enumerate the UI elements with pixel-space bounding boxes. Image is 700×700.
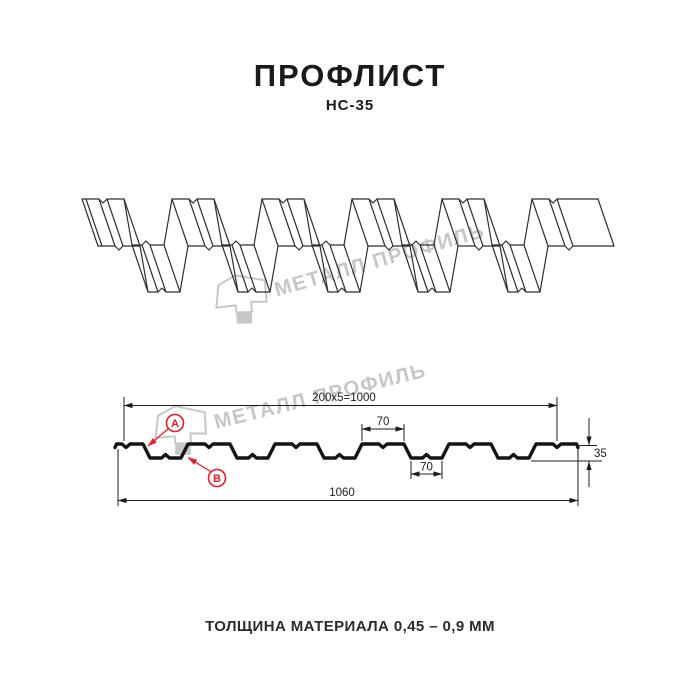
profile-3d-rib-line [458, 198, 476, 247]
profile-3d-rib-line [501, 244, 519, 293]
profile-3d-rib-line [163, 244, 181, 293]
dim-valley-width: 70 [410, 461, 443, 479]
callout-a-label: А [171, 418, 179, 430]
profile-3d-rib-line [523, 244, 541, 293]
profile-3d-rib-line [433, 244, 451, 293]
profile-3d-rib-line [321, 244, 339, 293]
profile-3d-rib-line [329, 244, 347, 293]
profile-code: НС-35 [325, 97, 375, 114]
profile-3d-rib-line [171, 198, 189, 247]
profile-3d-rib-line [188, 198, 206, 247]
profile-3d-rib-line [419, 244, 437, 293]
profile-3d-view [81, 198, 615, 293]
profile-3d-rib-line [411, 244, 429, 293]
profile-3d-rib-line [98, 198, 116, 247]
profile-3d-rib-line [278, 198, 296, 247]
profile-3d-rib-line [106, 198, 124, 247]
callout-b: В [187, 456, 227, 488]
profile-3d-rib-line [441, 198, 459, 247]
dim-valley-label: 70 [420, 462, 433, 474]
dim-height: 35 [531, 418, 607, 487]
profile-3d-rib-line [221, 244, 239, 293]
profile-3d-rib-line [231, 244, 249, 293]
profile-3d-rib-line [376, 198, 394, 247]
profile-3d-rib-line [141, 244, 159, 293]
profile-3d-rib-line [303, 198, 321, 247]
profile-3d-rib-line [131, 244, 149, 293]
dim-modules: 200x5=1000 [123, 392, 558, 441]
profile-3d-rib-line [351, 198, 369, 247]
dim-height-label: 35 [594, 448, 607, 460]
profile-3d-rib-line [239, 244, 257, 293]
profile-3d-rib-line [123, 198, 141, 247]
profile-3d-rib-line [548, 198, 566, 247]
profile-3d-rib-line [597, 198, 615, 247]
profile-3d-rib-line [483, 198, 501, 247]
profile-3d-rib-line [149, 244, 167, 293]
profile-3d-rib-line [196, 198, 214, 247]
profile-3d-rib-line [466, 198, 484, 247]
profile-3d-rib-line [368, 198, 386, 247]
profile-3d-rib-line [253, 244, 271, 293]
profile-3d-rib-line [393, 198, 411, 247]
profile-3d-rib-line [531, 198, 549, 247]
page-title: ПРОФЛИСТ [253, 58, 447, 93]
profile-3d-thickness-line [85, 198, 103, 247]
thickness-note: ТОЛЩИНА МАТЕРИАЛА 0,45 – 0,9 ММ [205, 618, 495, 635]
dimension-lines: 200x5=1000 70 70 35 [117, 392, 607, 506]
dim-overall-width: 1060 [117, 449, 579, 506]
callout-b-label: В [213, 473, 221, 485]
profile-3d-rib-line [286, 198, 304, 247]
profile-3d-rib-line [343, 244, 361, 293]
dim-overall-label: 1060 [329, 487, 355, 499]
profile-3d-rib-line [81, 198, 99, 247]
dim-crest-label: 70 [377, 416, 390, 428]
profile-3d-rib-line [556, 198, 574, 247]
watermark-upper [208, 204, 493, 333]
dim-modules-label: 200x5=1000 [312, 392, 376, 404]
callout-a: А [147, 413, 185, 447]
profile-3d-rib-line [261, 198, 279, 247]
profile-3d-rib-line [491, 244, 509, 293]
callouts: А В [147, 413, 227, 488]
profile-3d-rib-line [401, 244, 419, 293]
dim-crest-width: 70 [361, 416, 405, 441]
profile-cross-section [113, 442, 580, 460]
profile-3d-edge [81, 198, 599, 246]
profile-3d-rib-line [311, 244, 329, 293]
profile-3d-rib-line [509, 244, 527, 293]
profile-3d-rib-line [213, 198, 231, 247]
